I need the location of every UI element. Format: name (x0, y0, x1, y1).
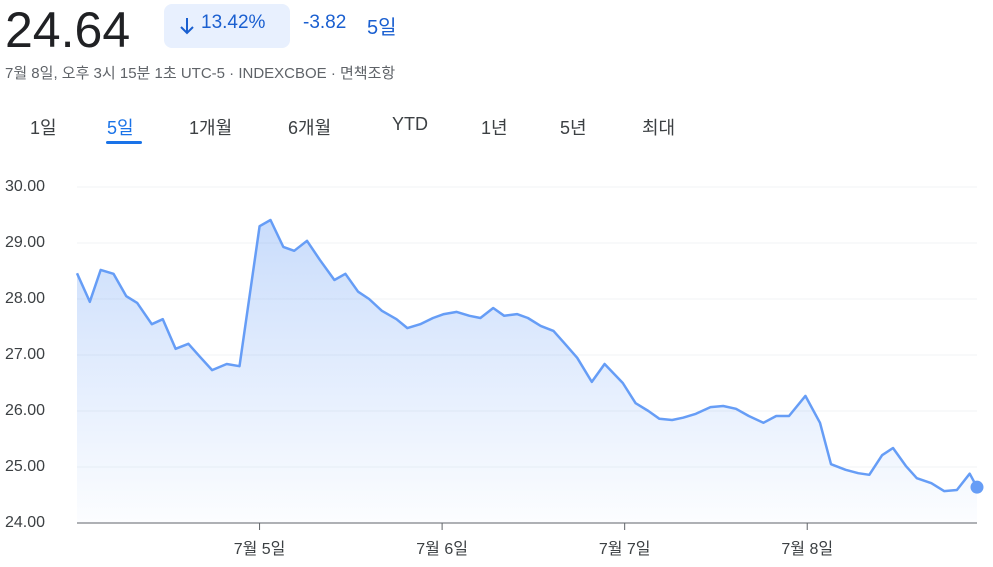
x-tick-label: 7월 5일 (234, 540, 286, 558)
y-tick-label: 25.00 (5, 458, 45, 475)
price: 24.64 (5, 2, 131, 58)
y-tick-label: 26.00 (5, 402, 45, 419)
area-fill (77, 220, 977, 523)
change-percent: 13.42% (201, 12, 266, 33)
y-tick-label: 30.00 (5, 178, 45, 195)
range-tab[interactable]: 1일 (30, 118, 57, 138)
range-tab[interactable]: 최대 (642, 118, 676, 138)
range-tab[interactable]: 1개월 (189, 118, 233, 138)
timestamp: 7월 8일, 오후 3시 15분 1초 UTC-5 · INDEXCBOE · … (5, 65, 396, 82)
change-value: -3.82 (303, 12, 347, 33)
down-arrow (180, 18, 194, 35)
last-point (970, 480, 984, 494)
y-tick-label: 28.00 (5, 290, 45, 307)
x-tick-label: 7월 8일 (781, 540, 833, 558)
active-tab-indicator (106, 141, 142, 144)
change-badge (164, 4, 290, 48)
y-tick-label: 24.00 (5, 514, 45, 531)
change-period: 5일 (367, 17, 397, 39)
x-tick-label: 7월 6일 (416, 540, 468, 558)
price-line (75, 218, 979, 493)
range-tab[interactable]: YTD (392, 114, 428, 134)
y-tick-label: 27.00 (5, 346, 45, 363)
range-tab[interactable]: 1년 (481, 118, 508, 138)
range-tab[interactable]: 5년 (560, 118, 587, 138)
range-tab[interactable]: 6개월 (288, 118, 332, 138)
range-tab[interactable]: 5일 (107, 118, 134, 138)
x-tick-label: 7월 7일 (599, 540, 651, 558)
y-tick-label: 29.00 (5, 234, 45, 251)
